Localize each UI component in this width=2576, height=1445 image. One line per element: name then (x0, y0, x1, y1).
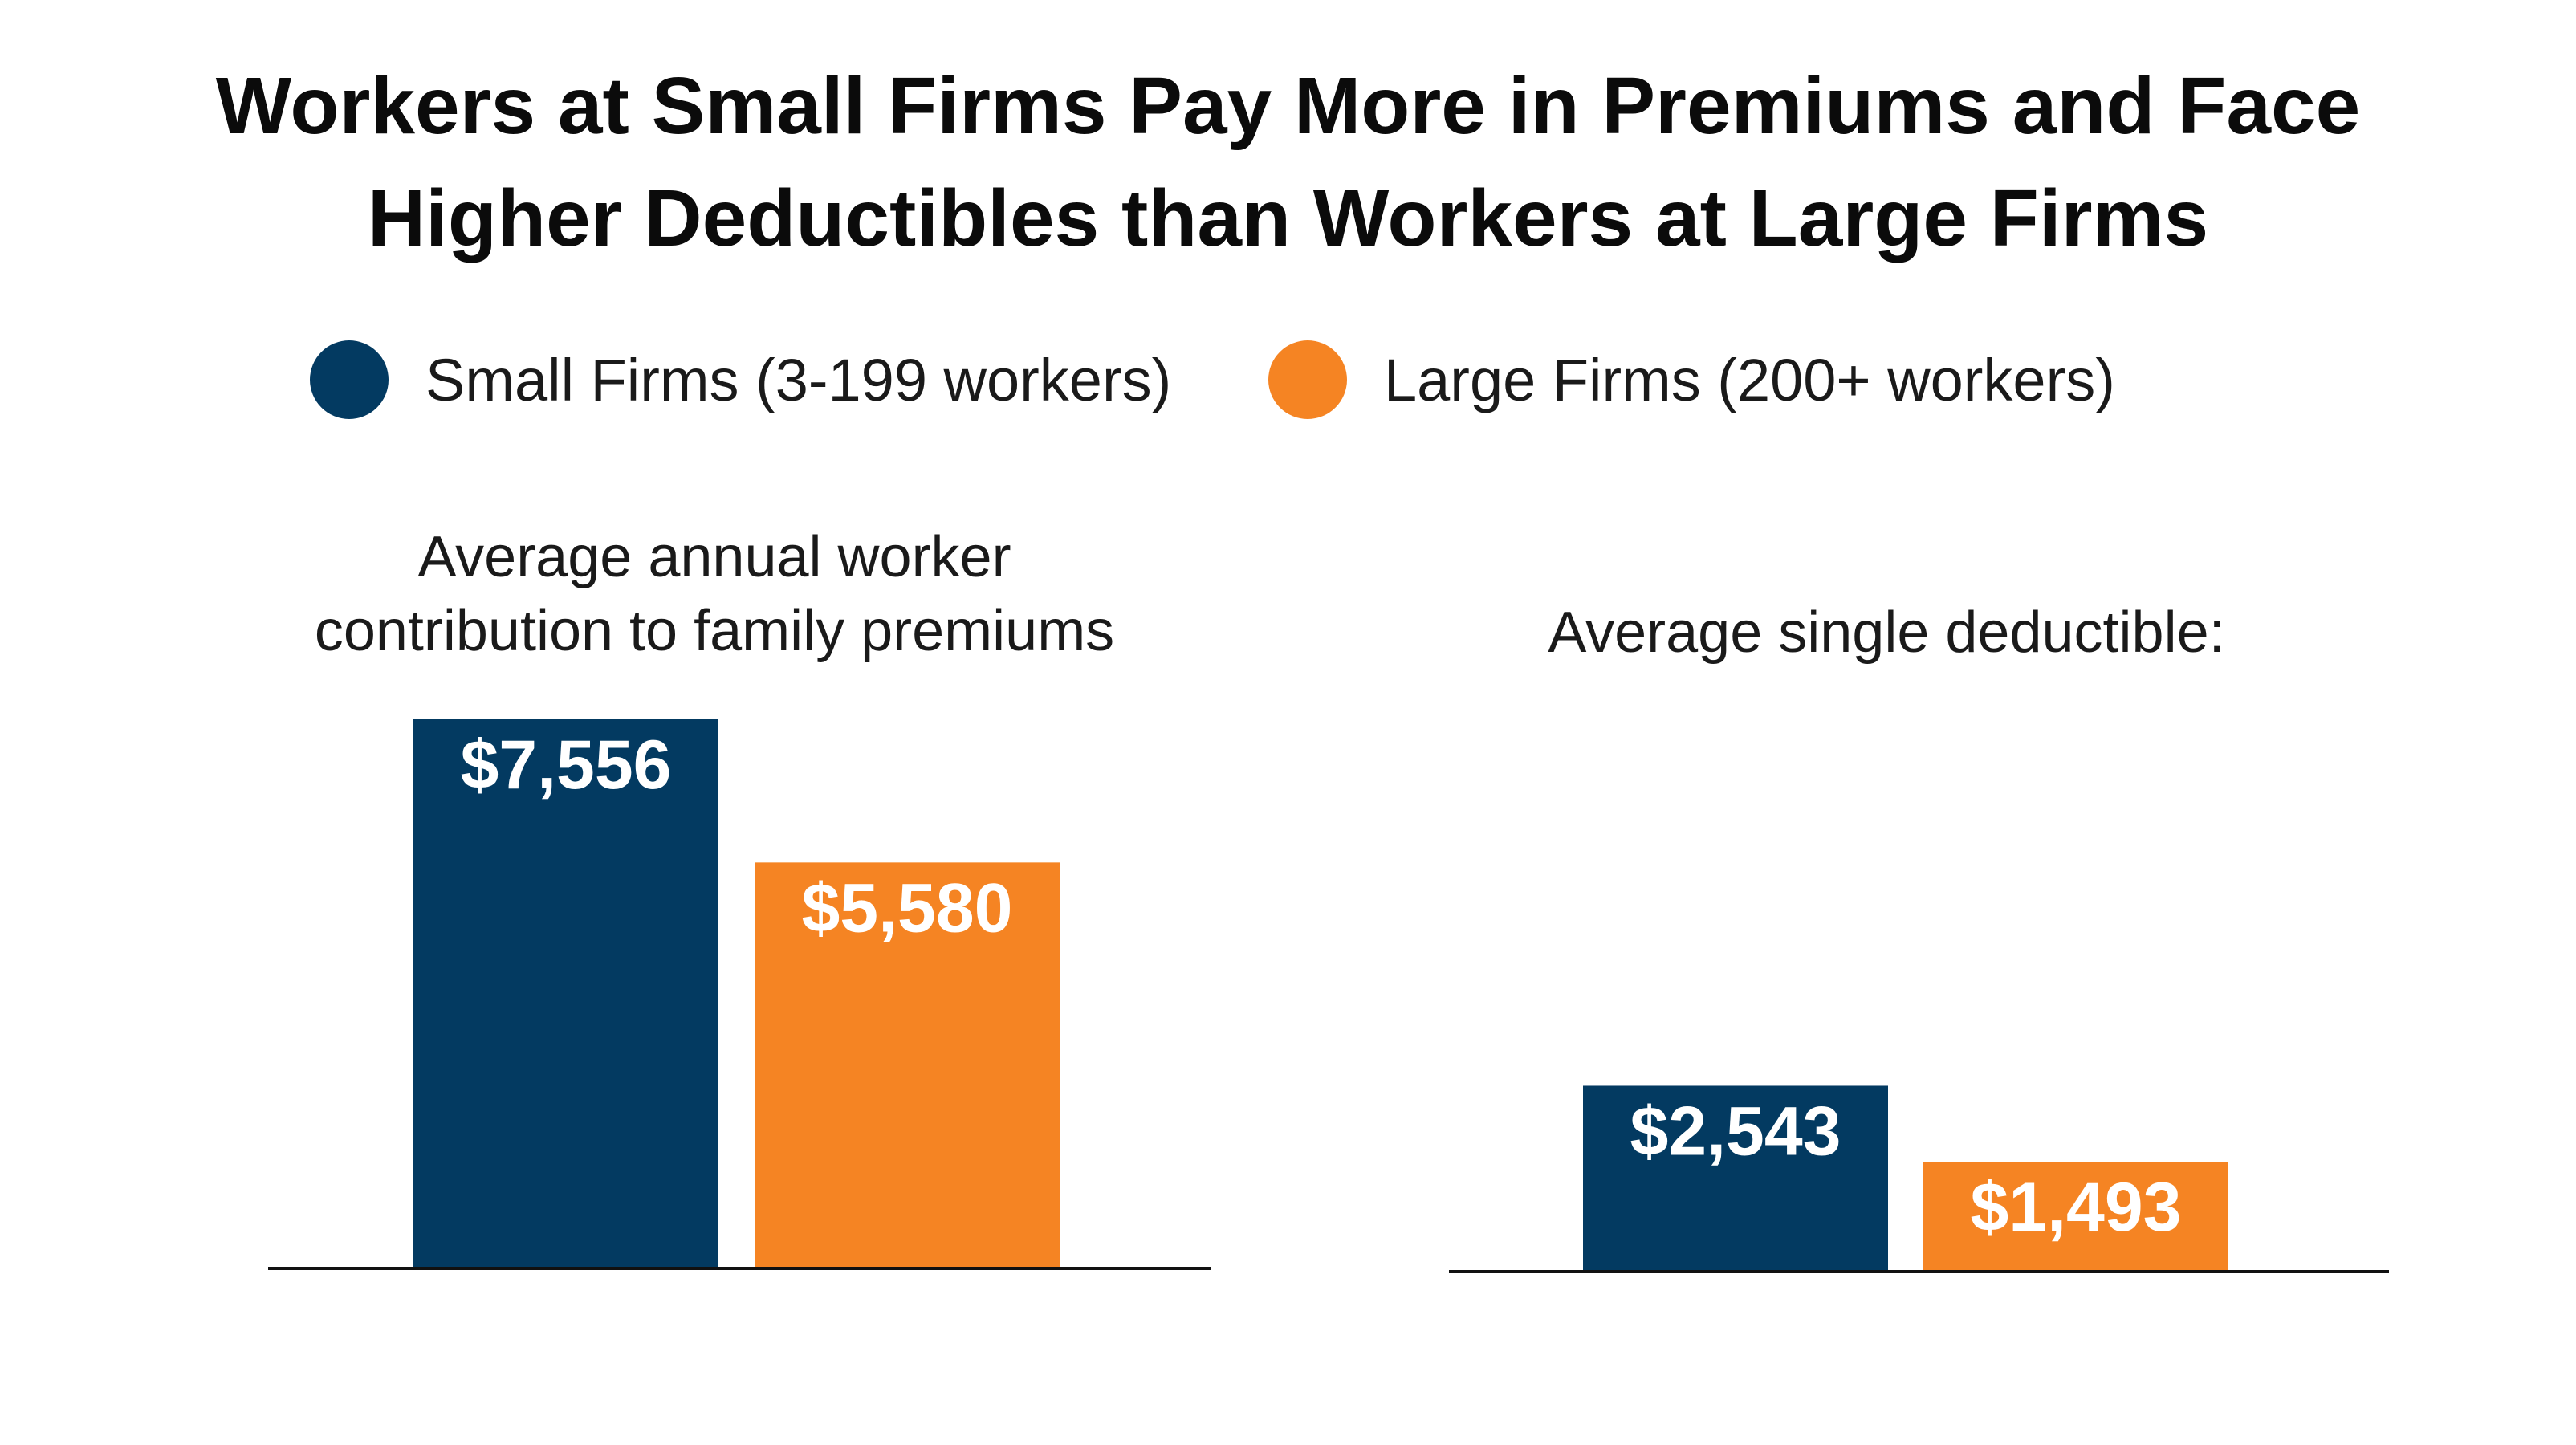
data-label-deductible-large-firms: $1,493 (1970, 1169, 2181, 1246)
panel-title-premiums: Average annual worker contribution to fa… (193, 520, 1236, 668)
chart-title-line-1: Workers at Small Firms Pay More in Premi… (215, 61, 2361, 151)
legend: Small Firms (3-199 workers) Large Firms … (0, 336, 2576, 424)
bar-premiums-large-firms (755, 862, 1060, 1267)
data-label-premiums-small-firms: $7,556 (460, 727, 671, 804)
bar-deductible-large-firms (1923, 1162, 2228, 1270)
legend-label-large-firms: Large Firms (200+ workers) (1384, 346, 2115, 413)
legend-item-small-firms: Small Firms (3-199 workers) (310, 340, 1171, 419)
panel-title-premiums-line-2: contribution to family premiums (314, 599, 1115, 663)
legend-item-large-firms: Large Firms (200+ workers) (1268, 340, 2115, 419)
legend-label-small-firms: Small Firms (3-199 workers) (425, 346, 1172, 413)
data-label-deductible-small-firms: $2,543 (1630, 1093, 1841, 1170)
data-label-premiums-large-firms: $5,580 (801, 869, 1012, 946)
panel-title-deductible: Average single deductible: (1365, 596, 2408, 670)
legend-swatch-large-firms (1268, 340, 1347, 419)
panel-title-premiums-line-1: Average annual worker (417, 525, 1011, 589)
legend-swatch-small-firms (310, 340, 389, 419)
chart-title-line-2: Higher Deductibles than Workers at Large… (367, 173, 2209, 263)
panel-title-deductible-line-1: Average single deductible: (1548, 600, 2225, 665)
bar-premiums-small-firms (413, 719, 718, 1267)
chart-title: Workers at Small Firms Pay More in Premi… (0, 50, 2576, 275)
bar-deductible-small-firms (1583, 1085, 1888, 1270)
